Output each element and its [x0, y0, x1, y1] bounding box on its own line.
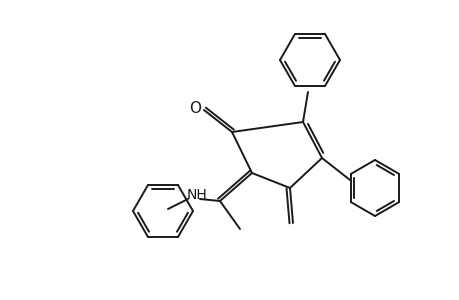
Text: O: O: [189, 100, 201, 116]
Text: NH: NH: [186, 188, 207, 202]
